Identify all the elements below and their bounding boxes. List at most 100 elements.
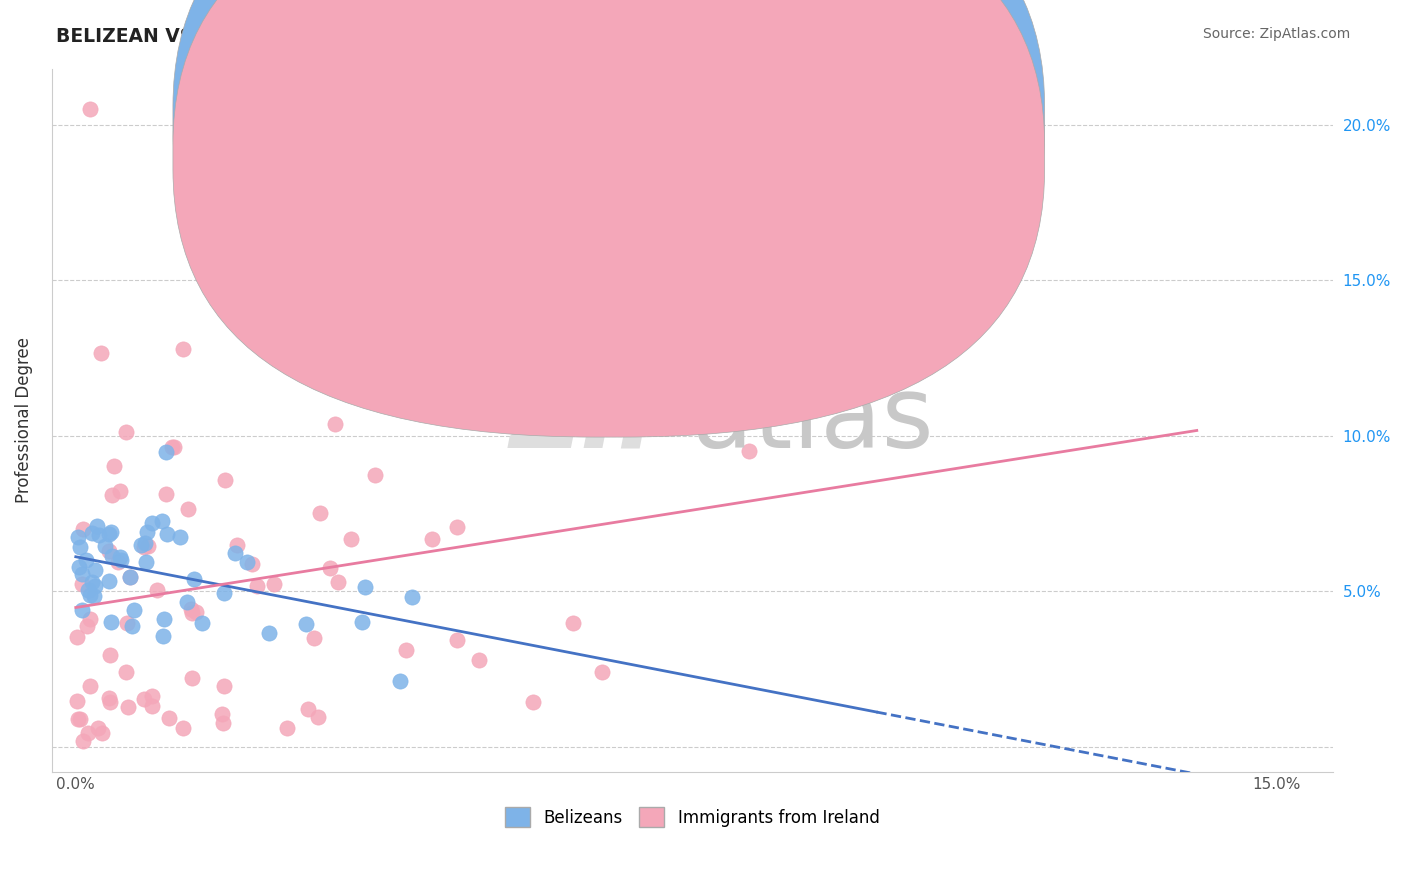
Point [79, 588, 101, 602]
Point [395, 642, 418, 657]
Point [191, 616, 214, 631]
Point [350, 615, 373, 629]
Point [316, 311, 339, 326]
Point [108, 483, 131, 498]
Point [156, 526, 179, 541]
Point [117, 700, 139, 714]
Point [318, 561, 340, 575]
Point [177, 501, 200, 516]
Point [302, 632, 325, 646]
Point [131, 537, 153, 551]
Point [80, 525, 103, 540]
Point [110, 552, 132, 566]
Point [86, 519, 108, 533]
Point [79, 679, 101, 693]
Point [246, 579, 269, 593]
Point [152, 629, 174, 643]
Point [83, 590, 105, 604]
Point [591, 665, 613, 679]
Point [79, 102, 101, 116]
Point [446, 632, 468, 647]
Point [212, 586, 235, 600]
Point [295, 616, 318, 631]
Point [103, 458, 125, 473]
Legend: Belizeans, Immigrants from Ireland: Belizeans, Immigrants from Ireland [499, 800, 886, 834]
Point [141, 516, 163, 531]
Point [163, 440, 186, 454]
Point [169, 530, 191, 544]
Point [97, 544, 120, 558]
Point [72, 733, 94, 747]
Point [180, 601, 202, 615]
Point [114, 665, 136, 679]
Point [240, 557, 263, 571]
Point [141, 699, 163, 714]
Point [325, 417, 347, 432]
Point [176, 595, 198, 609]
Point [135, 555, 157, 569]
Point [67, 712, 90, 726]
Point [150, 514, 173, 528]
Point [66, 530, 89, 544]
Point [236, 555, 259, 569]
Point [354, 580, 377, 594]
Point [180, 671, 202, 685]
Point [80, 574, 103, 589]
Point [121, 619, 143, 633]
Point [420, 532, 443, 546]
Point [67, 560, 90, 574]
Point [76, 726, 98, 740]
Point [66, 630, 89, 644]
Point [98, 648, 121, 663]
Point [263, 577, 285, 591]
Point [212, 680, 235, 694]
Point [257, 625, 280, 640]
Point [297, 702, 319, 716]
Point [364, 468, 387, 483]
Point [153, 612, 176, 626]
Point [162, 440, 184, 454]
Point [446, 519, 468, 533]
Point [87, 721, 110, 735]
Point [738, 444, 761, 458]
Point [172, 722, 194, 736]
Point [70, 567, 93, 582]
Point [108, 549, 131, 564]
Text: atlas: atlas [692, 372, 934, 469]
Point [605, 161, 627, 175]
Point [401, 591, 423, 605]
Point [214, 473, 236, 487]
Point [98, 695, 121, 709]
Point [136, 525, 159, 540]
Point [388, 673, 411, 688]
Point [98, 527, 121, 541]
Point [84, 563, 107, 577]
Point [124, 602, 146, 616]
Point [69, 712, 91, 726]
Point [79, 612, 101, 626]
Point [70, 576, 93, 591]
Text: R =  0.012   N = 75: R = 0.012 N = 75 [633, 148, 823, 166]
Point [93, 539, 115, 553]
Point [84, 579, 107, 593]
Point [224, 546, 246, 560]
Point [211, 707, 233, 722]
Point [155, 444, 177, 458]
Point [326, 575, 349, 590]
Point [97, 574, 120, 588]
Point [100, 615, 122, 629]
Point [107, 555, 129, 569]
Point [90, 346, 112, 360]
Point [97, 691, 120, 706]
Text: Source: ZipAtlas.com: Source: ZipAtlas.com [1202, 27, 1350, 41]
Point [120, 569, 142, 583]
Point [309, 507, 332, 521]
Point [183, 572, 205, 586]
Point [100, 549, 122, 564]
Point [101, 488, 124, 502]
Point [76, 619, 98, 633]
Point [87, 528, 110, 542]
Point [70, 603, 93, 617]
Point [134, 536, 156, 550]
Point [132, 540, 155, 554]
